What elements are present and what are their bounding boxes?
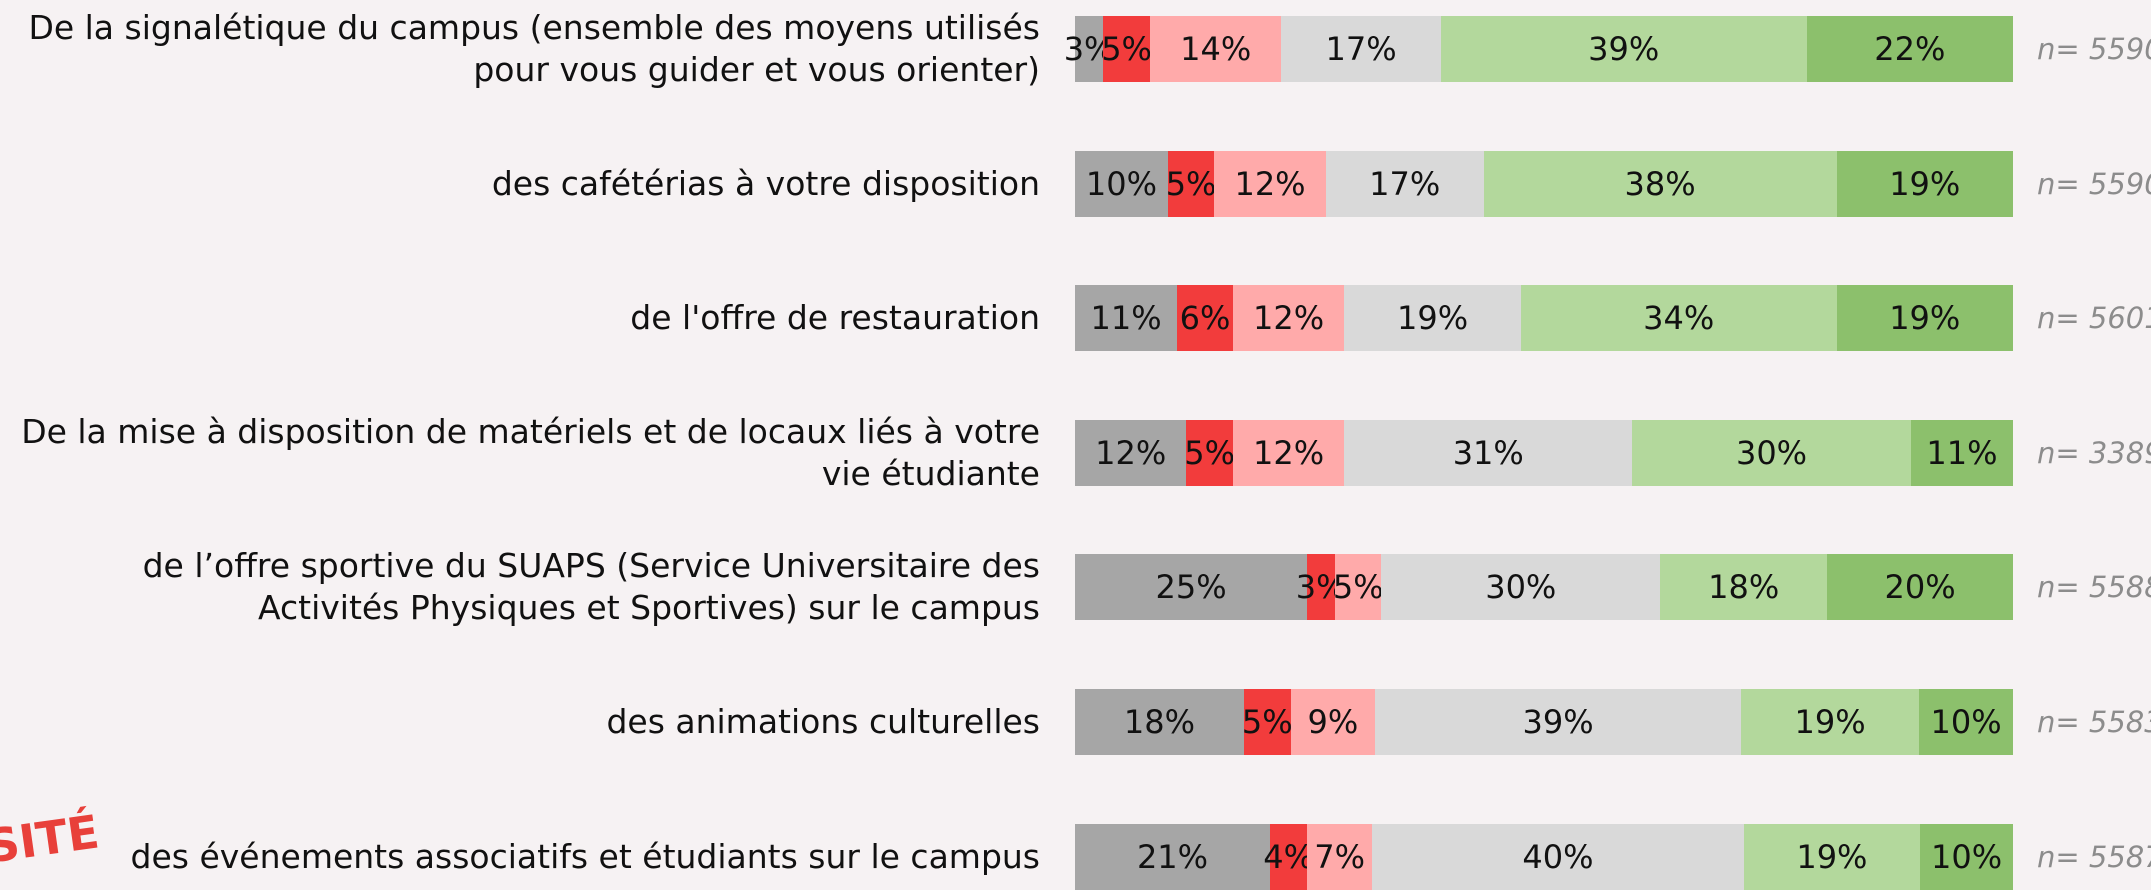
n-label: n= 5590: [2037, 32, 2151, 66]
bar-segment: 25%: [1075, 554, 1308, 621]
data-label: 17%: [1325, 30, 1397, 68]
data-label: 19%: [1794, 703, 1866, 741]
data-label: 19%: [1889, 299, 1961, 338]
bar-segment: 21%: [1075, 823, 1271, 890]
bar-segment: 40%: [1372, 823, 1744, 890]
bar-segment: 12%: [1232, 285, 1345, 352]
data-label: 30%: [1485, 568, 1557, 607]
data-label: 19%: [1889, 164, 1961, 203]
bar-segment: 3%: [1064, 16, 1114, 82]
data-label: 40%: [1522, 837, 1594, 876]
data-label: 12%: [1234, 164, 1306, 203]
bar-segment: 19%: [1836, 285, 2013, 352]
bar-segment: 31%: [1344, 419, 1633, 486]
bar-segment: 9%: [1290, 689, 1376, 755]
data-label: 21%: [1136, 837, 1209, 876]
data-label: 5%: [1101, 30, 1152, 68]
data-label: 4%: [1263, 837, 1314, 876]
bar-segment: 20%: [1827, 554, 2013, 621]
bar-segment: 39%: [1375, 689, 1741, 755]
n-label: n= 5583: [2037, 705, 2151, 739]
data-label: 10%: [1930, 703, 2002, 741]
category-label: De la mise à disposition de matériels et…: [21, 411, 1040, 493]
data-label: 31%: [1452, 433, 1524, 472]
category-label: des animations culturelles: [606, 702, 1040, 741]
bar-segment: 11%: [1075, 285, 1178, 352]
data-label: 5%: [1184, 433, 1236, 472]
bar-segment: 10%: [1919, 689, 2013, 755]
data-label: 9%: [1307, 703, 1359, 741]
data-label: 20%: [1884, 568, 1956, 607]
category-label: de l'offre de restauration: [630, 298, 1040, 338]
data-label: 12%: [1253, 299, 1325, 338]
data-label: 39%: [1522, 703, 1594, 741]
data-label: 17%: [1369, 164, 1441, 203]
category-label: des événements associatifs et étudiants …: [130, 836, 1040, 876]
bar-segment: 34%: [1520, 285, 1837, 352]
bar-segment: 10%: [1075, 150, 1168, 217]
bar-segment: 5%: [1332, 554, 1384, 621]
data-label: 6%: [1179, 299, 1231, 338]
data-label: 12%: [1095, 433, 1167, 472]
bar-segment: 10%: [1920, 823, 2013, 890]
bar-segment: 17%: [1325, 150, 1484, 217]
bar-segment: 7%: [1307, 823, 1373, 890]
data-label: 12%: [1253, 433, 1325, 472]
bar-segment: 19%: [1740, 689, 1920, 755]
bar-segment: 17%: [1281, 16, 1441, 82]
bar-segment: 3%: [1296, 554, 1346, 621]
data-label: 19%: [1796, 837, 1868, 876]
bar-segment: 5%: [1101, 16, 1152, 82]
data-label: 5%: [1165, 164, 1217, 203]
data-label: 18%: [1123, 703, 1195, 741]
bar-segment: 12%: [1075, 419, 1187, 486]
bar-segment: 5%: [1165, 150, 1217, 217]
bar-segment: 19%: [1743, 823, 1921, 890]
data-label: 11%: [1090, 299, 1162, 338]
bar-segment: 18%: [1075, 689, 1244, 755]
data-label: 18%: [1708, 568, 1780, 607]
bar-segment: 22%: [1806, 16, 2013, 82]
bar-segment: 4%: [1263, 823, 1314, 890]
data-label: 11%: [1926, 433, 1998, 472]
n-label: n= 5587: [2037, 839, 2151, 874]
bar-segment: 39%: [1440, 16, 1807, 82]
n-label: n= 5601: [2037, 301, 2151, 336]
data-label: 7%: [1314, 837, 1366, 876]
bar-segment: 18%: [1660, 554, 1828, 621]
data-label: 5%: [1332, 568, 1384, 607]
bar-segment: 12%: [1232, 419, 1345, 486]
bar-segment: 5%: [1241, 689, 1293, 755]
n-label: n= 5588: [2037, 570, 2151, 605]
data-label: 38%: [1624, 164, 1696, 203]
bar-segment: 38%: [1483, 150, 1837, 217]
category-label: de l’offre sportive du SUAPS (Service Un…: [142, 546, 1040, 628]
data-label: 10%: [1085, 164, 1157, 203]
category-label: De la signalétique du campus (ensemble d…: [28, 8, 1040, 89]
bar-segment: 19%: [1836, 150, 2013, 217]
bar-segment: 30%: [1381, 554, 1661, 621]
n-label: n= 5590: [2037, 166, 2151, 201]
data-label: 5%: [1241, 703, 1293, 741]
bar-segment: 6%: [1177, 285, 1233, 352]
data-label: 39%: [1588, 30, 1660, 68]
bar-segment: 19%: [1344, 285, 1521, 352]
bar-segment: 30%: [1632, 419, 1911, 486]
category-label: des cafétérias à votre disposition: [491, 163, 1040, 203]
data-label: 25%: [1155, 568, 1227, 607]
data-label: 34%: [1643, 299, 1715, 338]
data-label: 22%: [1874, 30, 1946, 68]
data-label: 10%: [1930, 837, 2003, 876]
bar-segment: 12%: [1214, 150, 1326, 217]
data-label: 14%: [1180, 30, 1252, 68]
bar-segment: 14%: [1150, 16, 1282, 82]
data-label: 19%: [1396, 299, 1469, 338]
bar-segment: 11%: [1910, 419, 2013, 486]
data-label: 30%: [1735, 433, 1808, 472]
n-label: n= 3389: [2037, 435, 2151, 470]
bar-segment: 5%: [1184, 419, 1236, 486]
